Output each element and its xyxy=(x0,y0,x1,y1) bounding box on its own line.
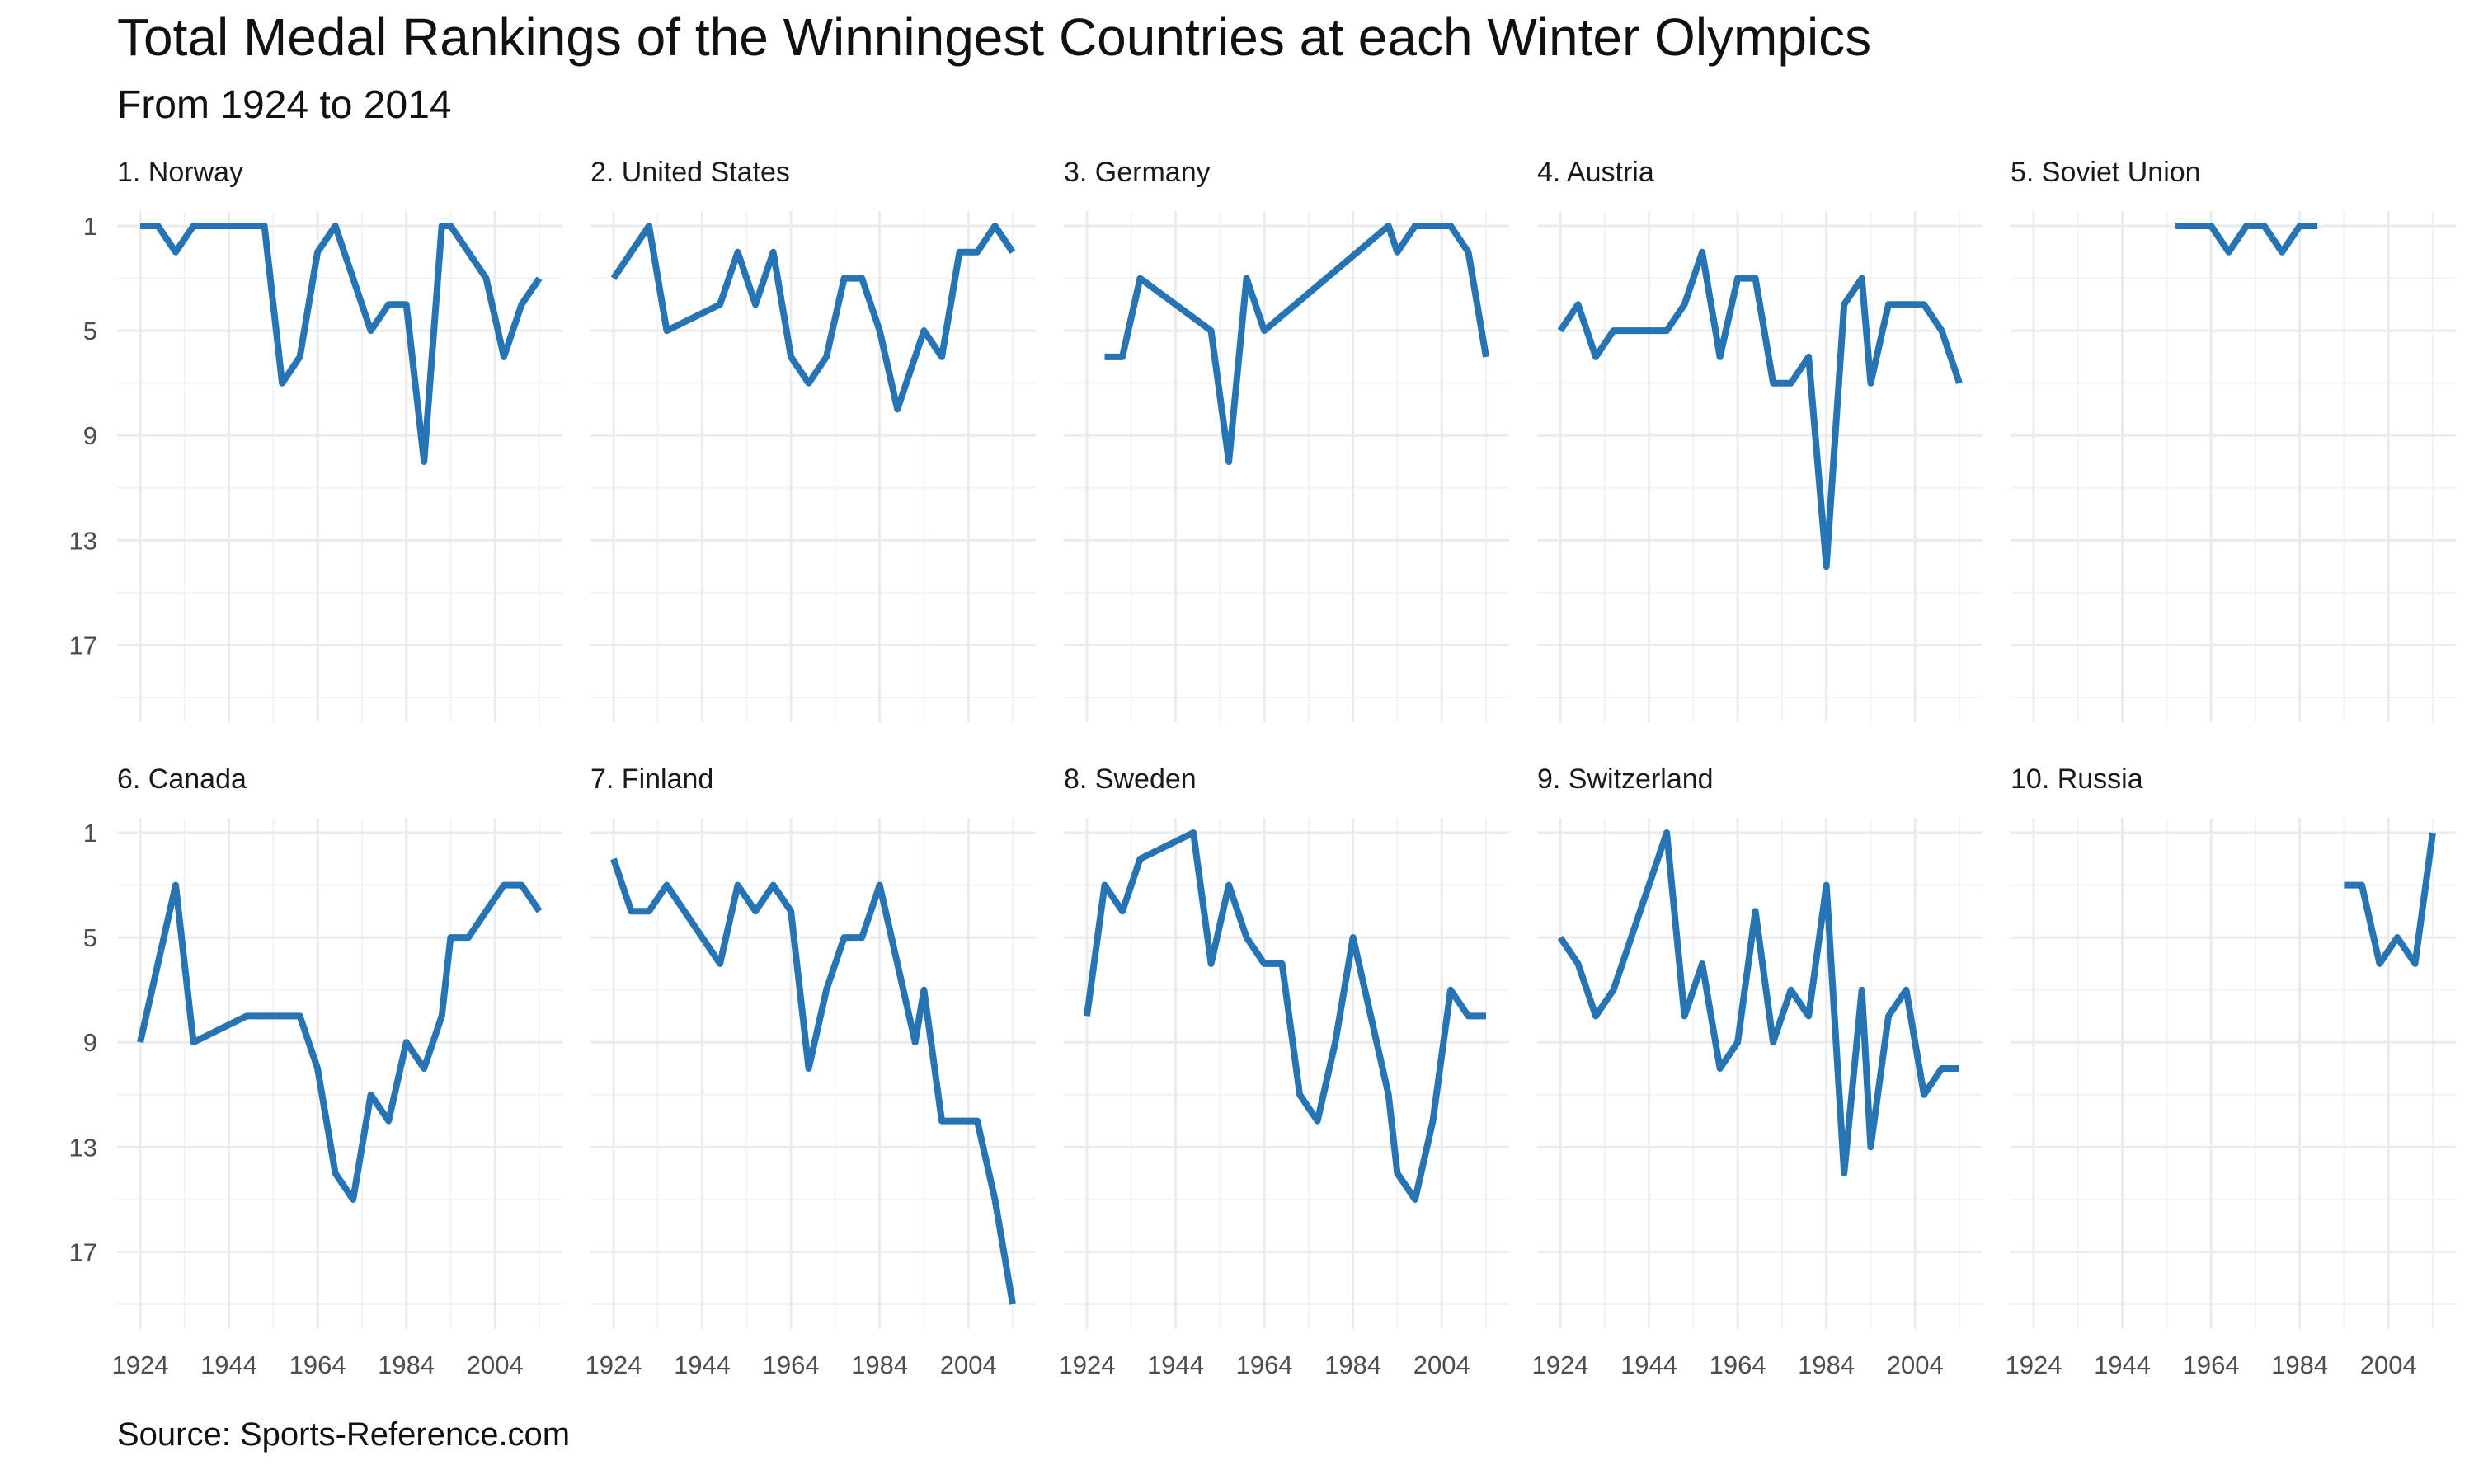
x-tick-label: 1984 xyxy=(378,1350,435,1379)
x-tick-label: 1944 xyxy=(200,1350,257,1379)
facet-label: 5. Soviet Union xyxy=(2011,157,2201,188)
series-line xyxy=(1104,223,1489,465)
series-line xyxy=(610,223,1016,413)
series-line xyxy=(1084,829,1486,1203)
y-tick-label: 1 xyxy=(83,819,97,848)
facet-label: 10. Russia xyxy=(2011,763,2143,795)
series-line xyxy=(1557,829,1959,1177)
series-line xyxy=(2175,223,2318,256)
facet-label: 6. Canada xyxy=(117,763,247,795)
x-tick-label: 1984 xyxy=(1324,1350,1381,1379)
x-tick-label: 2004 xyxy=(1413,1350,1470,1379)
y-tick-label: 1 xyxy=(83,212,97,241)
facet-panel: 6. Canada 1 5 9 13 17 1924 1944 1964 1984 2004 xyxy=(69,763,562,1379)
facet-panel: 5. Soviet Union xyxy=(2011,157,2456,722)
x-tick-label: 1924 xyxy=(112,1350,169,1379)
facet-panel: 9. Switzerland 1924 1944 1964 1984 2004 xyxy=(1532,763,1982,1379)
facet-panel: 3. Germany xyxy=(1064,157,1509,722)
x-tick-label: 1944 xyxy=(1620,1350,1677,1379)
facet-label: 1. Norway xyxy=(117,157,243,188)
facet-label: 2. United States xyxy=(590,157,790,188)
x-tick-label: 1984 xyxy=(851,1350,908,1379)
x-tick-label: 1924 xyxy=(586,1350,642,1379)
chart-subtitle: From 1924 to 2014 xyxy=(117,83,452,127)
x-tick-label: 1944 xyxy=(2094,1350,2151,1379)
series-line xyxy=(137,881,543,1203)
chart-title: Total Medal Rankings of the Winningest C… xyxy=(117,7,1872,67)
facet-label: 3. Germany xyxy=(1064,157,1211,188)
x-tick-label: 2004 xyxy=(467,1350,524,1379)
facet-panel: 1. Norway 1 5 9 13 17 xyxy=(69,157,562,722)
y-tick-label: 13 xyxy=(69,526,97,555)
y-tick-label: 13 xyxy=(69,1133,97,1162)
series-line xyxy=(610,857,1016,1305)
x-tick-label: 1964 xyxy=(1236,1350,1293,1379)
series-line xyxy=(2344,832,2436,967)
facet-panel: 4. Austria xyxy=(1537,157,1982,722)
facet-label: 8. Sweden xyxy=(1064,763,1197,795)
facet-panel: 8. Sweden 1924 1944 1964 1984 2004 xyxy=(1059,763,1509,1379)
x-tick-label: 1984 xyxy=(1798,1350,1855,1379)
facet-panel: 7. Finland 1924 1944 1964 1984 2004 xyxy=(586,763,1036,1379)
facet-panel: 2. United States xyxy=(590,157,1036,722)
x-tick-label: 1944 xyxy=(674,1350,731,1379)
y-tick-label: 5 xyxy=(83,923,97,952)
x-tick-label: 1964 xyxy=(2183,1350,2240,1379)
series-line xyxy=(140,223,543,465)
x-tick-label: 1944 xyxy=(1147,1350,1204,1379)
x-tick-label: 1964 xyxy=(289,1350,346,1379)
x-tick-label: 1964 xyxy=(763,1350,820,1379)
y-tick-label: 17 xyxy=(69,631,97,660)
x-tick-label: 1924 xyxy=(1532,1350,1589,1379)
facet-label: 7. Finland xyxy=(590,763,713,795)
source-caption: Source: Sports-Reference.com xyxy=(117,1416,571,1453)
x-tick-label: 2004 xyxy=(940,1350,997,1379)
x-tick-label: 1984 xyxy=(2271,1350,2328,1379)
facet-panel: 10. Russia 1924 1944 1964 1984 2004 xyxy=(2006,763,2456,1379)
y-tick-label: 5 xyxy=(83,317,97,345)
facet-label: 4. Austria xyxy=(1537,157,1654,188)
y-tick-label: 9 xyxy=(83,1028,97,1057)
x-tick-label: 1924 xyxy=(1059,1350,1116,1379)
x-tick-label: 1924 xyxy=(2006,1350,2062,1379)
x-tick-label: 1964 xyxy=(1710,1350,1766,1379)
x-tick-label: 2004 xyxy=(1887,1350,1944,1379)
x-tick-label: 2004 xyxy=(2360,1350,2417,1379)
series-line xyxy=(1557,248,1963,571)
y-tick-label: 9 xyxy=(83,421,97,450)
facet-label: 9. Switzerland xyxy=(1537,763,1714,795)
y-tick-label: 17 xyxy=(69,1237,97,1266)
